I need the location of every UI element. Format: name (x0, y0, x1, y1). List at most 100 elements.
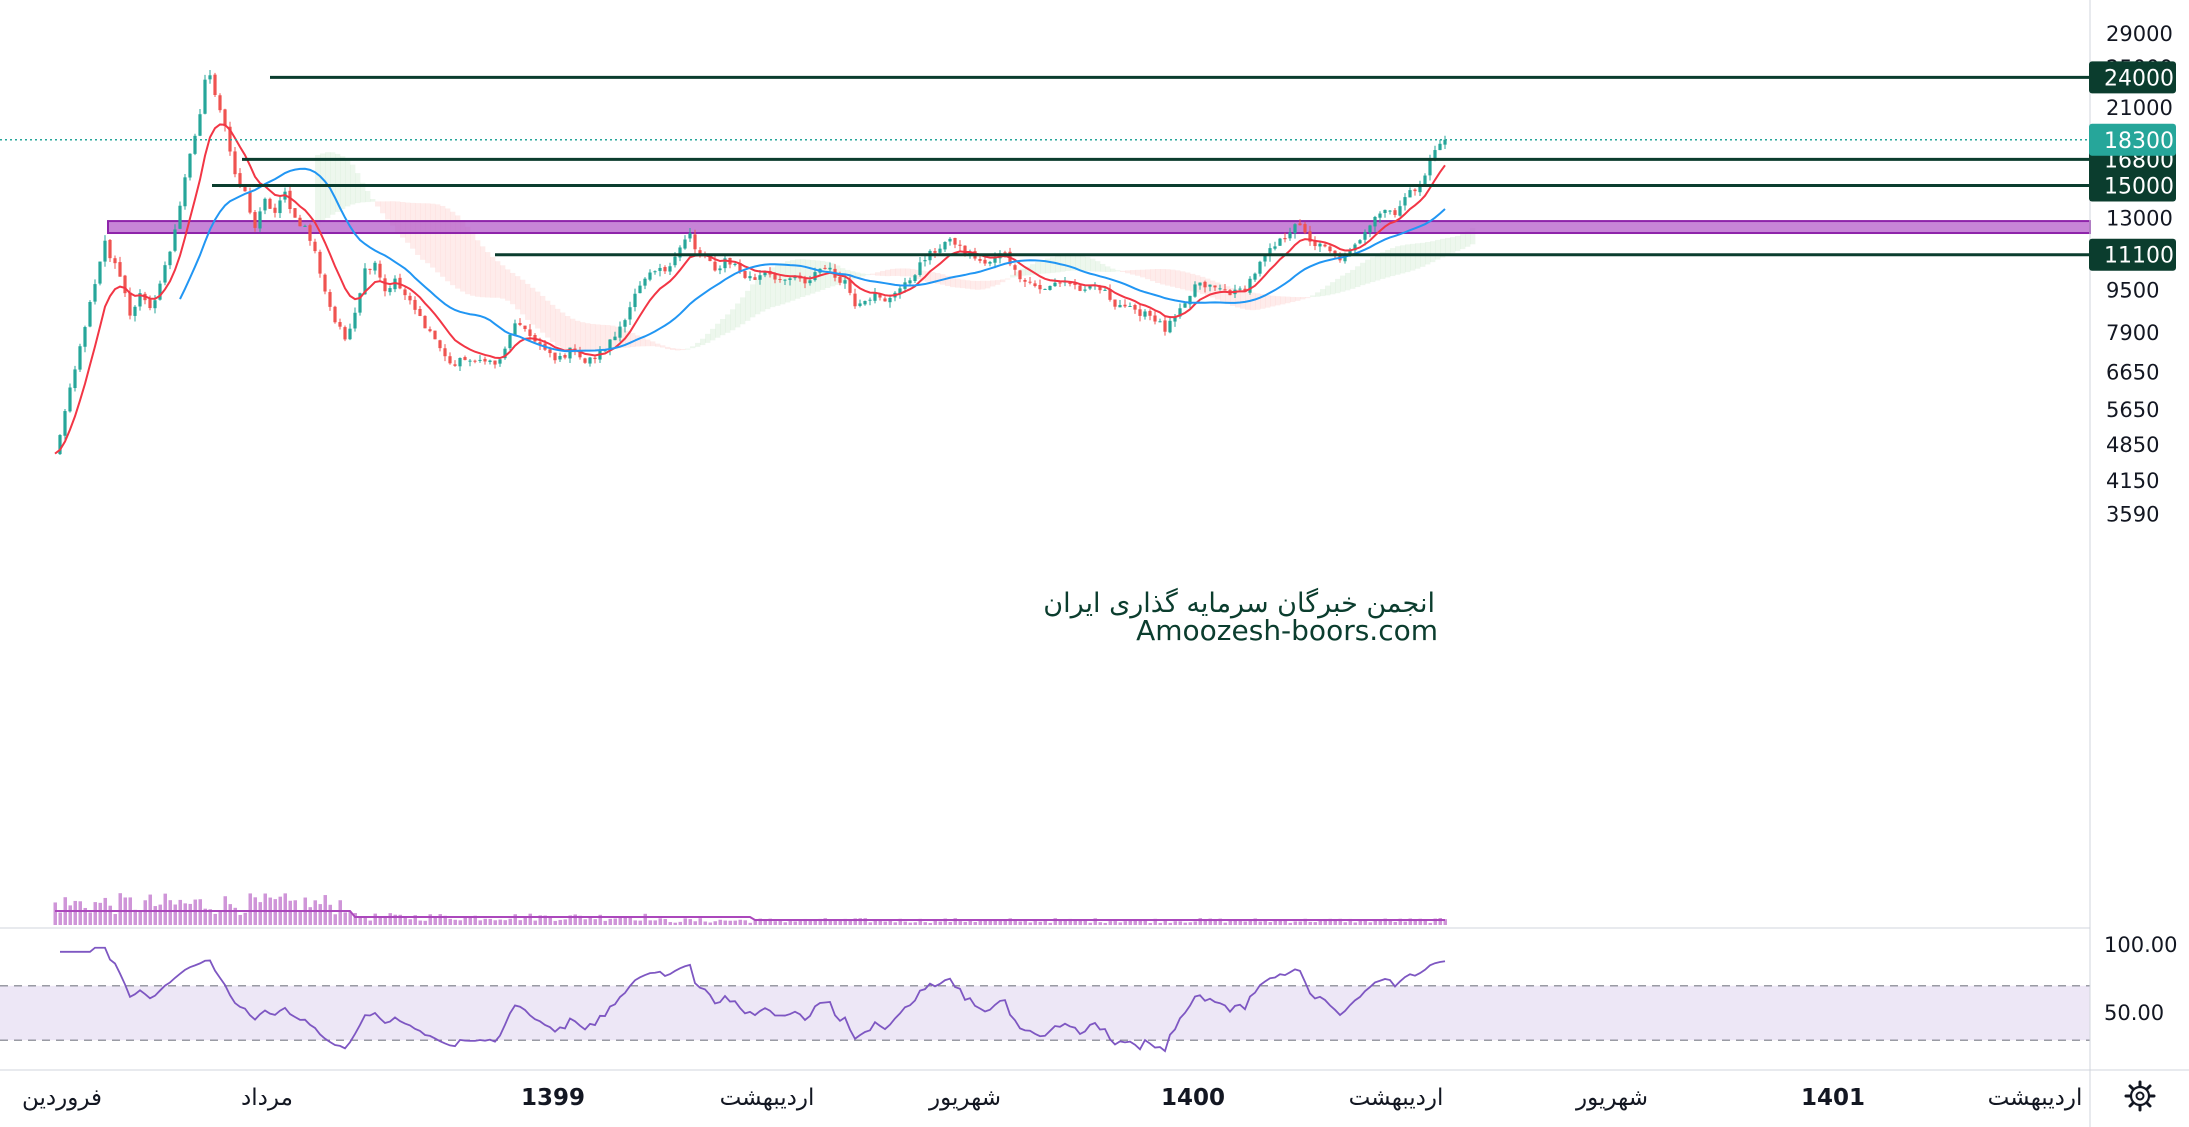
candle-body (983, 259, 987, 264)
candle-body (348, 328, 352, 340)
volume-bar (823, 918, 827, 925)
volume-bar (873, 920, 877, 925)
candle-body (1213, 285, 1217, 288)
volume-bar (1058, 920, 1062, 925)
cloud-segment (510, 272, 516, 305)
volume-bar (1283, 920, 1287, 925)
volume-bar (923, 922, 927, 925)
cloud-segment (1085, 256, 1091, 272)
volume-bar (1133, 920, 1137, 925)
candle-body (1353, 244, 1357, 251)
volume-bar (1338, 918, 1342, 925)
date-tick-label: شهریور (1575, 1085, 1648, 1111)
volume-bar (553, 920, 557, 925)
volume-bar (578, 915, 582, 925)
cloud-segment (575, 320, 581, 353)
cloud-segment (1275, 296, 1281, 306)
ichimoku-cloud (315, 152, 1476, 354)
cloud-segment (565, 316, 571, 352)
cloud-segment (1185, 272, 1191, 291)
candle-body (58, 435, 62, 455)
candle-body (1178, 308, 1182, 317)
cloud-segment (460, 220, 466, 292)
cloud-segment (1345, 272, 1351, 291)
volume-bar (858, 918, 862, 925)
candle-body (1248, 278, 1252, 293)
cloud-segment (435, 204, 441, 273)
cloud-segment (550, 304, 556, 342)
candle-body (483, 358, 487, 362)
cloud-segment (1165, 269, 1171, 286)
candle-body (118, 262, 122, 277)
volume-bar (718, 919, 722, 925)
cloud-segment (635, 335, 641, 347)
volume-bar (963, 921, 967, 925)
time-axis[interactable]: فروردین مرداد 1399 اردیبهشت شهریور 1400 اردیبه… (22, 1085, 2082, 1111)
price-tick-label: 29000 (2106, 22, 2173, 46)
candle-body (1108, 288, 1112, 300)
candle-body (548, 349, 552, 354)
volume-bar (633, 920, 637, 925)
volume-bar (1368, 922, 1372, 925)
volume-bar (543, 915, 547, 925)
volume-bar (648, 920, 652, 925)
candle-body (1378, 213, 1382, 218)
cloud-segment (630, 332, 636, 348)
cloud-segment (925, 271, 931, 282)
cloud-segment (690, 346, 696, 349)
cloud-segment (1005, 278, 1011, 280)
cloud-segment (1060, 254, 1066, 272)
volume-bar (958, 921, 962, 925)
volume-bar (463, 916, 467, 925)
candle-body (578, 350, 582, 358)
rsi-axis[interactable]: 100.00 50.00 (2104, 933, 2177, 1025)
candle-body (748, 276, 752, 279)
price-axis[interactable]: 2900025000210001300095007900665056504850… (2106, 22, 2173, 527)
candle-body (1368, 225, 1372, 233)
volume-bar (423, 920, 427, 925)
watermark: انجمن خبرگان سرمایه گذاری ایران Amoozesh… (1043, 587, 1438, 647)
volume-bar (1408, 918, 1412, 925)
cloud-segment (1075, 253, 1081, 271)
candle-body (413, 299, 417, 310)
cloud-segment (455, 215, 461, 289)
volume-bar (1298, 921, 1302, 925)
volume-bar (298, 912, 302, 925)
candle-body (978, 258, 982, 261)
candle-body (308, 225, 312, 241)
volume-bar (1258, 921, 1262, 925)
candle-body (538, 342, 542, 345)
volume-bar (203, 908, 207, 925)
candle-body (213, 74, 217, 96)
volume-bar (853, 918, 857, 925)
candle-body (1348, 250, 1352, 257)
candle-body (1238, 288, 1242, 290)
candle-body (303, 225, 307, 227)
volume-bar (593, 919, 597, 925)
cloud-segment (1410, 243, 1416, 271)
candle-body (1418, 184, 1422, 193)
candle-body (1363, 232, 1367, 240)
rsi-pane (0, 946, 2090, 1053)
volume-bar (773, 921, 777, 925)
candle-body (1308, 231, 1312, 242)
volume-bar (798, 920, 802, 925)
volume-bar (933, 919, 937, 925)
cloud-segment (760, 274, 766, 312)
gear-icon[interactable] (2124, 1080, 2156, 1112)
cloud-segment (535, 291, 541, 329)
volume-bars (53, 893, 1447, 925)
cloud-segment (1210, 280, 1216, 298)
volume-bar (393, 914, 397, 925)
volume-bar (708, 922, 712, 925)
cloud-segment (710, 328, 716, 341)
volume-bar (88, 912, 92, 925)
candle-body (153, 300, 157, 309)
cloud-segment (1105, 266, 1111, 273)
horizontal-levels[interactable] (0, 75, 2090, 257)
cloud-segment (560, 312, 566, 350)
candle-body (468, 360, 472, 362)
cloud-segment (1370, 257, 1376, 283)
